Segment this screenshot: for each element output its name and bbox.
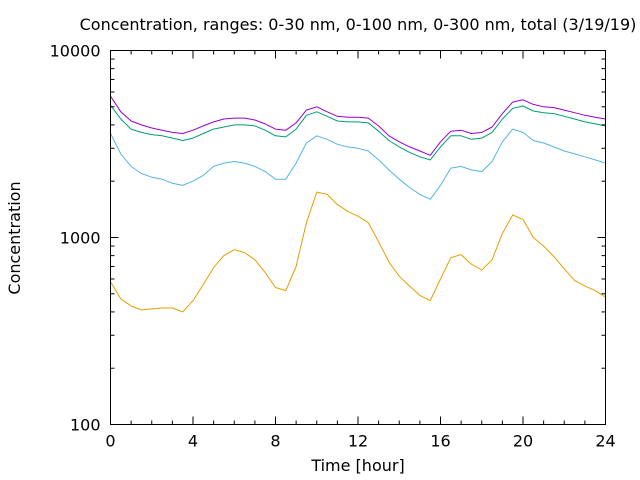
chart-title: Concentration, ranges: 0-30 nm, 0-100 nm… bbox=[80, 15, 637, 34]
y-tick-label: 100 bbox=[70, 416, 101, 435]
tick-layer: 0 4 8 12 16 20 24 100 1000 10000 bbox=[50, 42, 616, 451]
x-tick-label: 24 bbox=[595, 432, 615, 451]
x-tick-label: 16 bbox=[430, 432, 450, 451]
x-tick-label: 12 bbox=[348, 432, 368, 451]
series-layer bbox=[110, 95, 606, 313]
x-tick-label: 20 bbox=[513, 432, 533, 451]
y-axis-label: Concentration bbox=[5, 181, 24, 294]
x-tick-label: 0 bbox=[105, 432, 115, 451]
series-line-3 bbox=[110, 104, 606, 161]
x-axis-label: Time [hour] bbox=[310, 456, 404, 475]
series-line-1 bbox=[110, 191, 606, 313]
series-line-4 bbox=[110, 95, 606, 156]
plot-frame bbox=[110, 50, 606, 425]
y-tick-label: 10000 bbox=[50, 42, 101, 61]
x-tick-label: 4 bbox=[188, 432, 198, 451]
series-line-2 bbox=[110, 128, 606, 200]
x-tick-label: 8 bbox=[270, 432, 280, 451]
y-tick-label: 1000 bbox=[60, 229, 101, 248]
